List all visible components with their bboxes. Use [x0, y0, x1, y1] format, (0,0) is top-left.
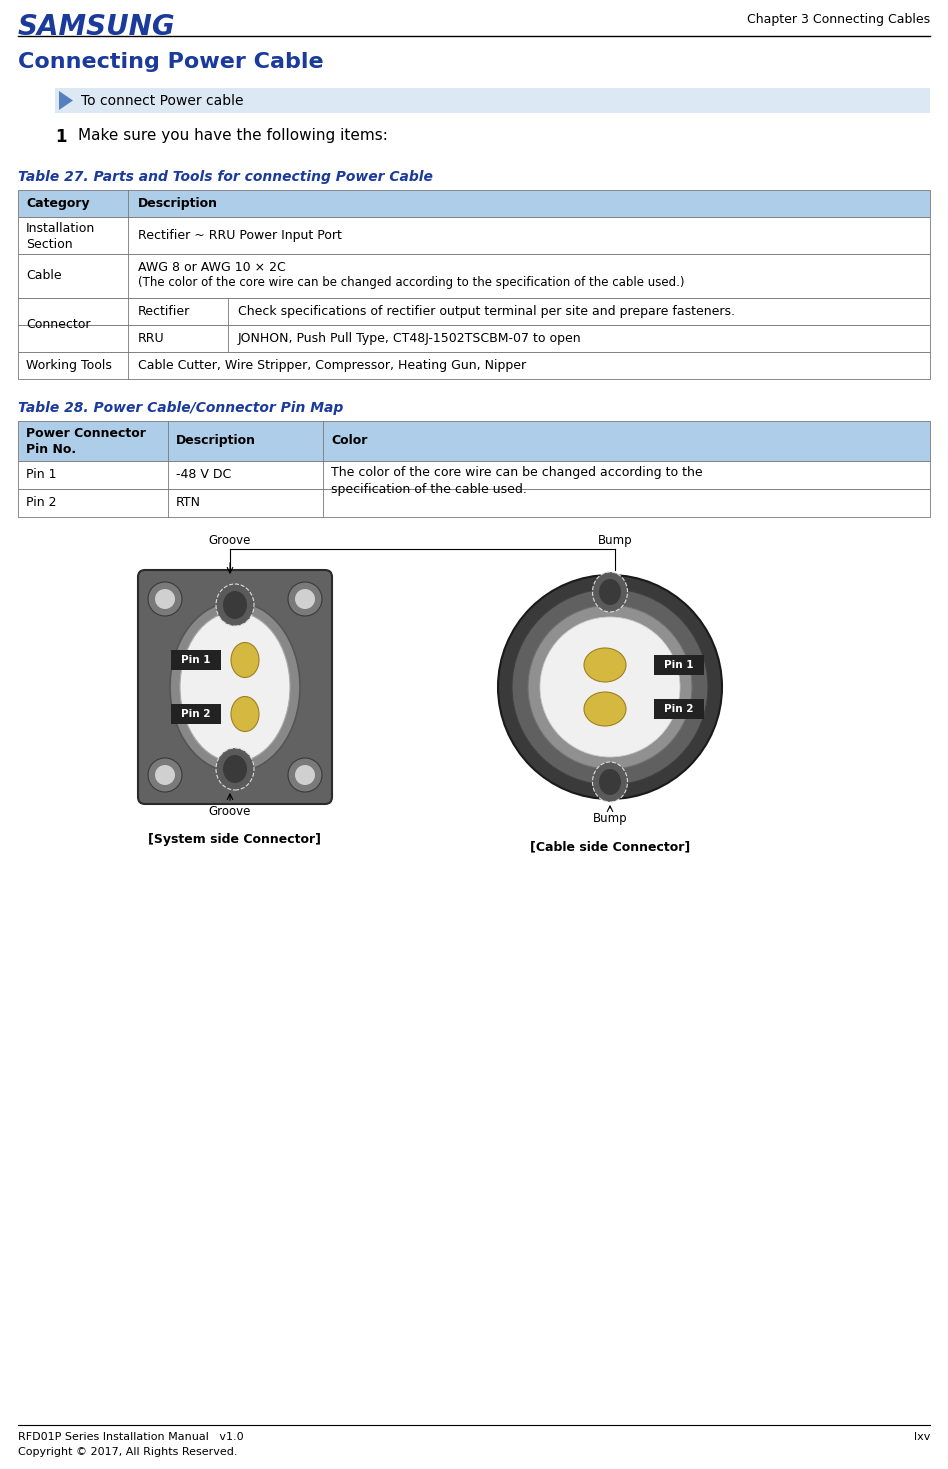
- FancyBboxPatch shape: [654, 655, 704, 674]
- Text: Pin 2: Pin 2: [181, 710, 210, 718]
- Text: Category: Category: [26, 197, 90, 210]
- Text: [Cable side Connector]: [Cable side Connector]: [530, 840, 690, 853]
- Ellipse shape: [231, 696, 259, 732]
- FancyBboxPatch shape: [18, 489, 930, 517]
- Text: Check specifications of rectifier output terminal per site and prepare fasteners: Check specifications of rectifier output…: [238, 306, 735, 317]
- Ellipse shape: [592, 762, 628, 802]
- FancyBboxPatch shape: [18, 298, 930, 325]
- Circle shape: [512, 589, 708, 784]
- FancyBboxPatch shape: [18, 190, 930, 217]
- Text: JONHON, Push Pull Type, CT48J-1502TSCBM-07 to open: JONHON, Push Pull Type, CT48J-1502TSCBM-…: [238, 332, 582, 345]
- FancyBboxPatch shape: [55, 88, 930, 113]
- FancyBboxPatch shape: [171, 704, 221, 724]
- Text: AWG 8 or AWG 10 × 2C: AWG 8 or AWG 10 × 2C: [138, 261, 285, 275]
- FancyBboxPatch shape: [18, 217, 930, 254]
- Text: RRU: RRU: [138, 332, 165, 345]
- FancyBboxPatch shape: [138, 570, 332, 804]
- Text: Pin 1: Pin 1: [181, 655, 210, 665]
- Text: RTN: RTN: [176, 497, 201, 510]
- Text: Make sure you have the following items:: Make sure you have the following items:: [78, 128, 388, 142]
- Circle shape: [528, 605, 692, 768]
- Text: Installation
Section: Installation Section: [26, 222, 95, 251]
- Text: -48 V DC: -48 V DC: [176, 469, 231, 482]
- Text: The color of the core wire can be changed according to the
specification of the : The color of the core wire can be change…: [331, 466, 702, 497]
- Ellipse shape: [599, 768, 621, 795]
- Text: Table 27. Parts and Tools for connecting Power Cable: Table 27. Parts and Tools for connecting…: [18, 170, 433, 184]
- Text: Rectifier ~ RRU Power Input Port: Rectifier ~ RRU Power Input Port: [138, 229, 342, 242]
- Text: Pin 2: Pin 2: [665, 704, 694, 714]
- Text: Table 28. Power Cable/Connector Pin Map: Table 28. Power Cable/Connector Pin Map: [18, 401, 343, 416]
- FancyBboxPatch shape: [654, 699, 704, 718]
- Ellipse shape: [216, 748, 254, 790]
- Text: Power Connector
Pin No.: Power Connector Pin No.: [26, 427, 146, 455]
- FancyBboxPatch shape: [171, 649, 221, 670]
- Text: Cable Cutter, Wire Stripper, Compressor, Heating Gun, Nipper: Cable Cutter, Wire Stripper, Compressor,…: [138, 358, 526, 372]
- Circle shape: [288, 582, 322, 616]
- Ellipse shape: [180, 613, 290, 762]
- Ellipse shape: [592, 571, 628, 613]
- Circle shape: [540, 617, 680, 757]
- Text: Chapter 3 Connecting Cables: Chapter 3 Connecting Cables: [747, 13, 930, 26]
- Text: Pin 2: Pin 2: [26, 497, 57, 510]
- Text: Groove: Groove: [209, 805, 251, 818]
- Polygon shape: [59, 91, 73, 110]
- Circle shape: [155, 589, 175, 610]
- Ellipse shape: [170, 602, 300, 773]
- Text: Cable: Cable: [26, 269, 62, 282]
- Ellipse shape: [216, 585, 254, 626]
- FancyBboxPatch shape: [18, 325, 930, 353]
- Text: Copyright © 2017, All Rights Reserved.: Copyright © 2017, All Rights Reserved.: [18, 1447, 238, 1457]
- Text: Pin 1: Pin 1: [26, 469, 57, 482]
- Circle shape: [498, 574, 722, 799]
- Text: [System side Connector]: [System side Connector]: [149, 833, 321, 846]
- Text: Groove: Groove: [209, 535, 251, 546]
- Text: Pin 1: Pin 1: [665, 660, 694, 670]
- FancyBboxPatch shape: [18, 461, 930, 489]
- Text: Bump: Bump: [592, 812, 628, 826]
- Circle shape: [295, 765, 315, 784]
- FancyBboxPatch shape: [18, 422, 930, 461]
- Circle shape: [148, 582, 182, 616]
- Ellipse shape: [599, 579, 621, 605]
- Circle shape: [288, 758, 322, 792]
- Text: Color: Color: [331, 435, 368, 448]
- Text: Connecting Power Cable: Connecting Power Cable: [18, 51, 323, 72]
- Circle shape: [295, 589, 315, 610]
- Text: (The color of the core wire can be changed according to the specification of the: (The color of the core wire can be chang…: [138, 276, 684, 289]
- Text: RFD01P Series Installation Manual   v1.0: RFD01P Series Installation Manual v1.0: [18, 1432, 244, 1443]
- Text: lxv: lxv: [914, 1432, 930, 1443]
- Circle shape: [148, 758, 182, 792]
- Ellipse shape: [231, 642, 259, 677]
- FancyBboxPatch shape: [18, 254, 930, 298]
- Circle shape: [155, 765, 175, 784]
- Ellipse shape: [223, 591, 247, 618]
- Ellipse shape: [223, 755, 247, 783]
- Text: Description: Description: [138, 197, 218, 210]
- FancyBboxPatch shape: [18, 353, 930, 379]
- Text: SAMSUNG: SAMSUNG: [18, 13, 175, 41]
- Text: Rectifier: Rectifier: [138, 306, 191, 317]
- Text: Working Tools: Working Tools: [26, 358, 112, 372]
- Ellipse shape: [584, 648, 626, 682]
- Ellipse shape: [584, 692, 626, 726]
- Text: Connector: Connector: [26, 319, 90, 332]
- Text: Description: Description: [176, 435, 256, 448]
- Text: 1: 1: [55, 128, 66, 145]
- Text: Bump: Bump: [597, 535, 632, 546]
- Text: To connect Power cable: To connect Power cable: [81, 94, 244, 107]
